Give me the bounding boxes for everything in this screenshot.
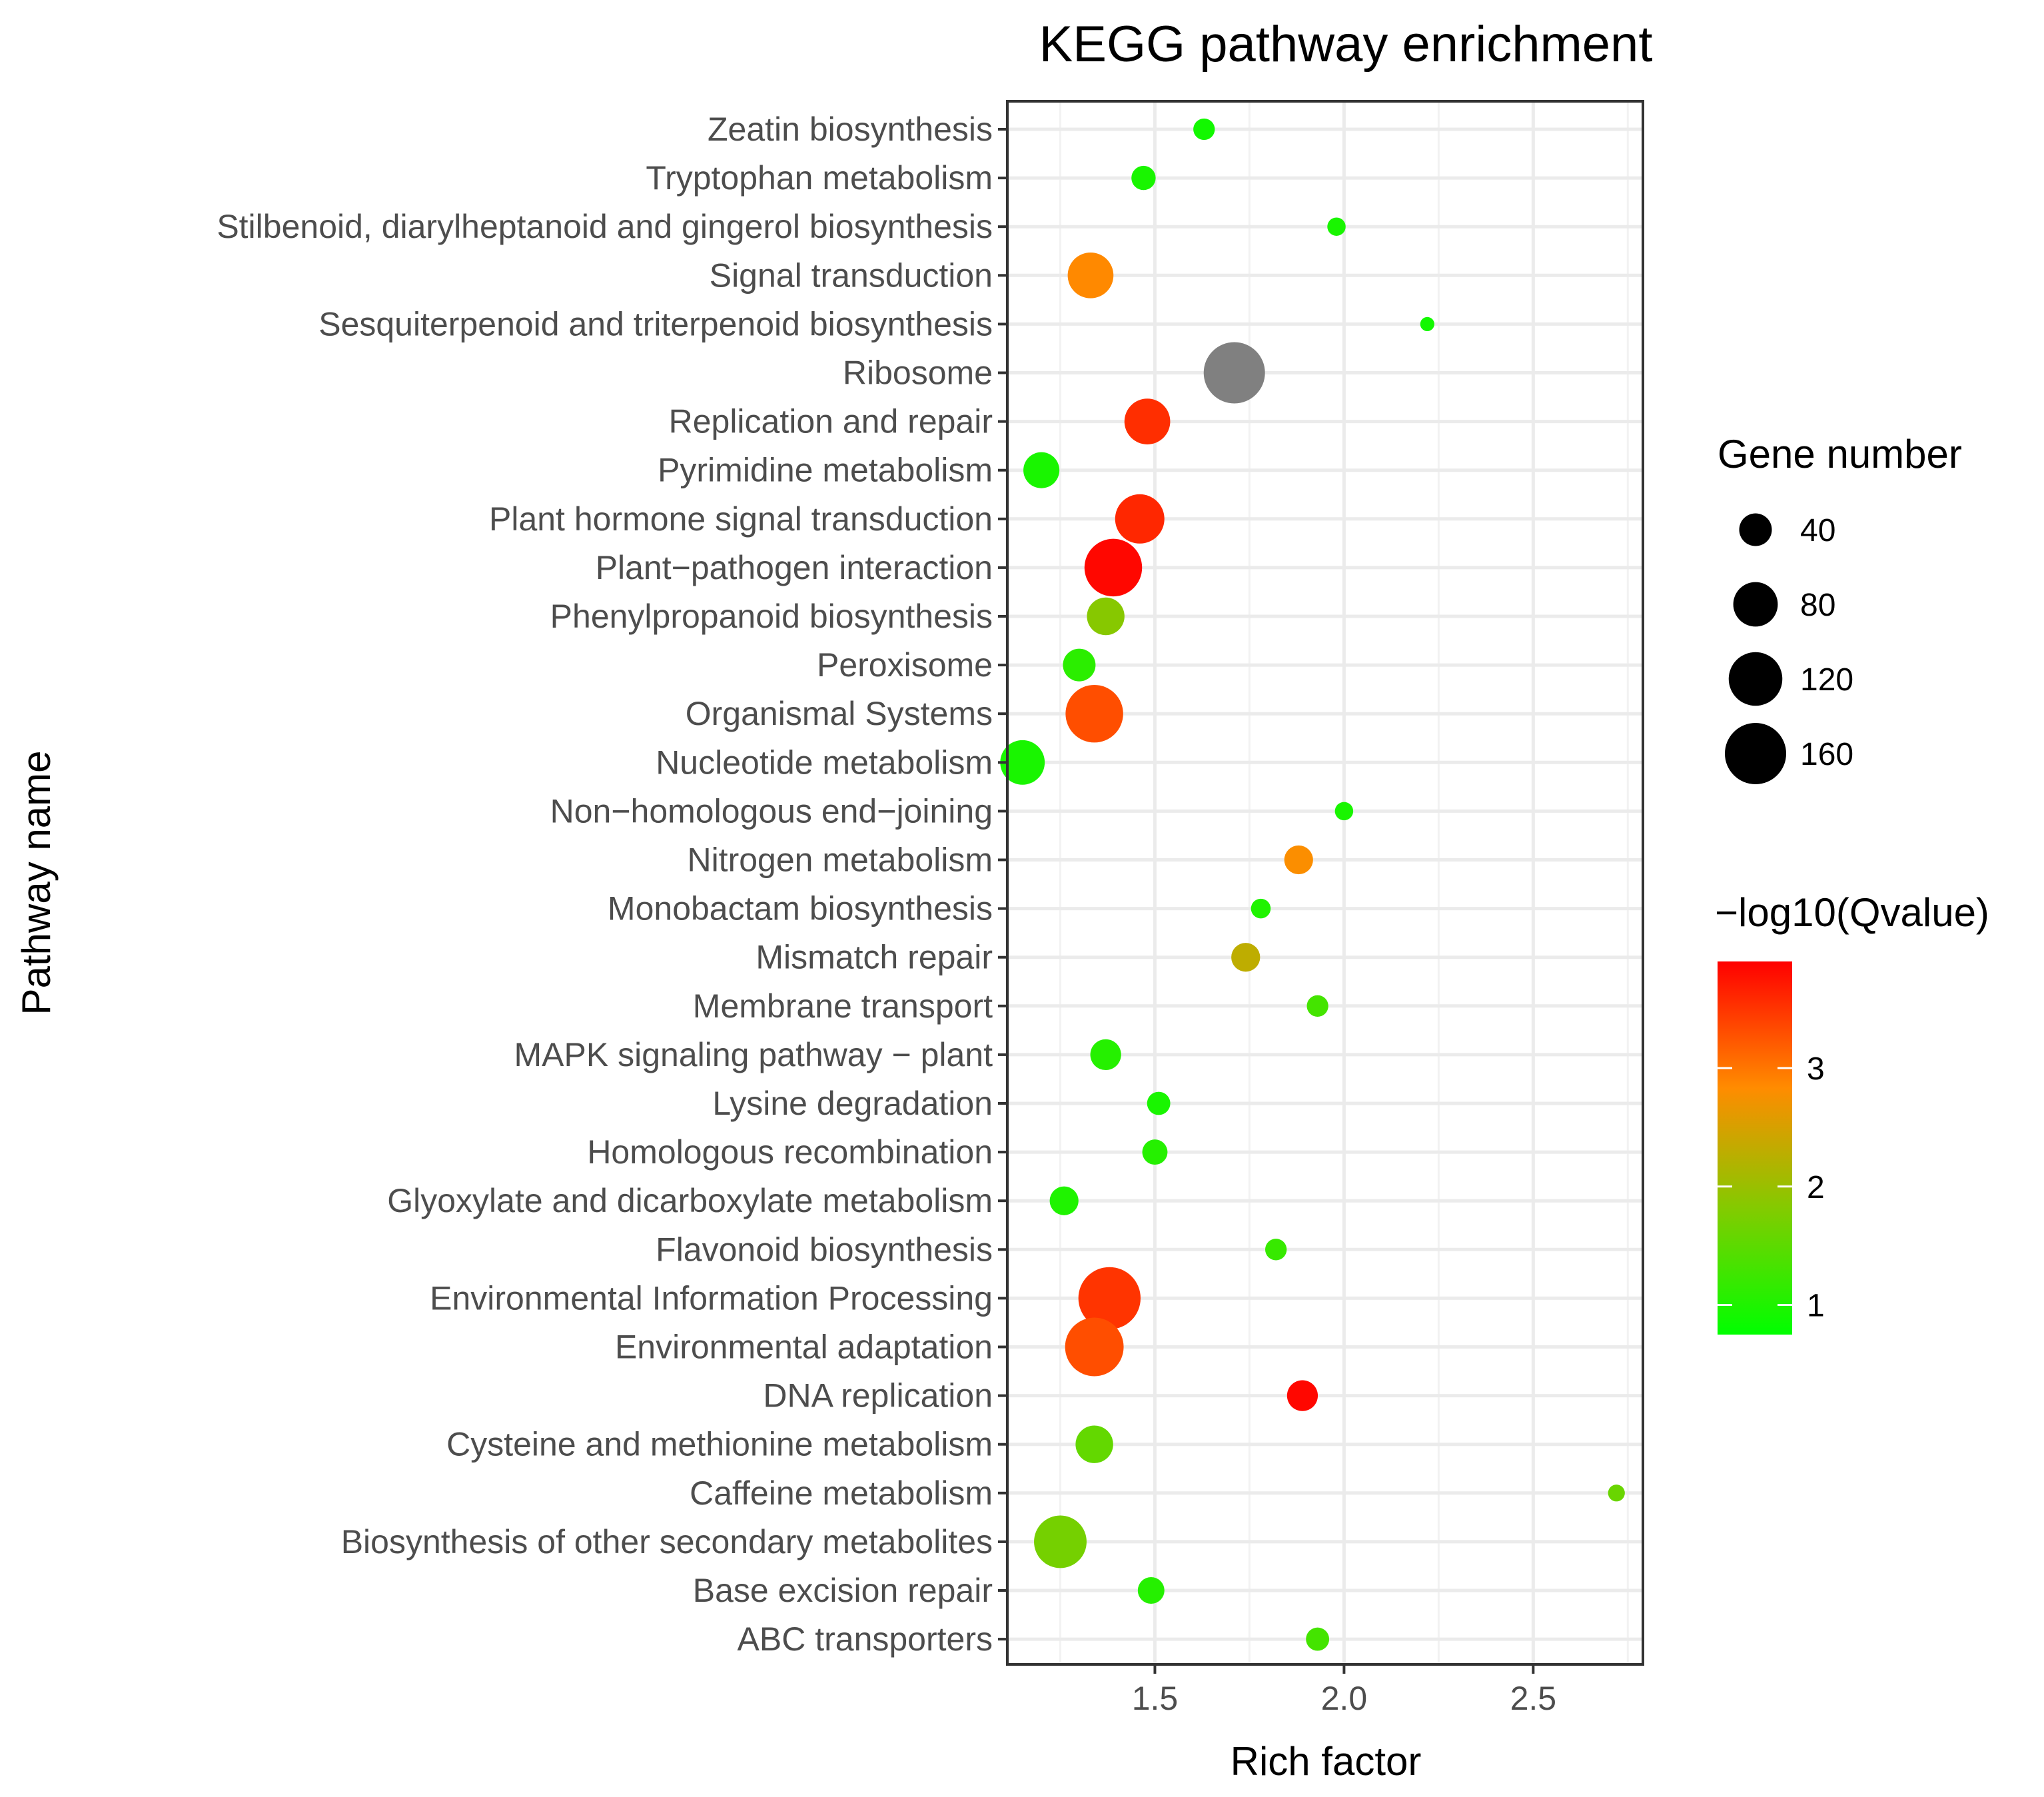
point-zeatin-biosynthesis (1193, 118, 1215, 141)
point-non-homologous-end-joining (1334, 802, 1354, 821)
point-biosynthesis-of-other-secondary-metabolites (1034, 1515, 1087, 1568)
y-tick-label: Membrane transport (693, 987, 993, 1025)
y-axis-title: Pathway name (14, 751, 59, 1015)
y-tick-label: Plant−pathogen interaction (596, 549, 993, 586)
y-tick-label: Homologous recombination (587, 1133, 993, 1171)
point-flavonoid-biosynthesis (1265, 1239, 1287, 1261)
size-legend-dot (1739, 513, 1772, 546)
color-legend-title: −log10(Qvalue) (1715, 890, 1989, 935)
y-tick-label: Caffeine metabolism (690, 1475, 993, 1512)
point-sesquiterpenoid-and-triterpenoid-biosynthesis (1420, 316, 1434, 332)
point-glyoxylate-and-dicarboxylate-metabolism (1049, 1186, 1079, 1215)
y-tick-label: Replication and repair (669, 403, 993, 440)
size-legend-label: 120 (1800, 662, 1853, 698)
point-homologous-recombination (1142, 1139, 1168, 1165)
y-tick-label: Environmental Information Processing (430, 1279, 993, 1317)
point-environmental-adaptation (1065, 1317, 1124, 1377)
x-tick-label: 2.5 (1510, 1680, 1557, 1717)
plot-border (1006, 100, 1644, 1666)
y-tick-label: Signal transduction (710, 257, 993, 294)
point-dna-replication (1286, 1380, 1318, 1411)
y-axis-ticks: Zeatin biosynthesis Tryptophan metabolism… (217, 111, 1007, 1658)
point-ribosome (1203, 342, 1265, 404)
y-tick-label: Biosynthesis of other secondary metaboli… (341, 1523, 993, 1560)
y-tick-label: Cysteine and methionine metabolism (446, 1426, 993, 1463)
point-pyrimidine-metabolism (1023, 452, 1060, 488)
y-tick-label: Plant hormone signal transduction (489, 500, 993, 538)
y-tick-label: Monobactam biosynthesis (608, 890, 993, 927)
point-base-excision-repair (1137, 1577, 1165, 1604)
point-nitrogen-metabolism (1284, 845, 1313, 875)
y-tick-label: MAPK signaling pathway − plant (514, 1036, 993, 1073)
y-tick-label: Peroxisome (817, 646, 993, 684)
plot-panel (1007, 101, 1643, 1664)
y-tick-label: Nitrogen metabolism (687, 842, 993, 879)
y-tick-label: Sesquiterpenoid and triterpenoid biosynt… (318, 305, 993, 342)
point-replication-and-repair (1124, 398, 1171, 444)
y-tick-label: Lysine degradation (712, 1085, 993, 1122)
x-tick-label: 2.0 (1321, 1680, 1368, 1717)
size-legend-items: 40 80 120 160 (1724, 513, 1853, 785)
y-tick-label: Flavonoid biosynthesis (656, 1231, 993, 1268)
size-legend-dot (1724, 722, 1787, 785)
x-axis-ticks: 1.5 2.0 2.5 (1132, 1664, 1556, 1717)
point-stilbenoid-diarylheptanoid-and-gingerol-biosynthesis (1327, 217, 1346, 236)
y-tick-label: Ribosome (843, 354, 993, 392)
size-legend-title: Gene number (1718, 432, 1962, 476)
point-caffeine-metabolism (1608, 1485, 1625, 1502)
point-monobactam-biosynthesis (1251, 898, 1271, 919)
size-legend-label: 40 (1800, 513, 1835, 548)
y-tick-label: Stilbenoid, diarylheptanoid and gingerol… (217, 208, 993, 245)
colorbar-tick-label: 3 (1807, 1051, 1825, 1087)
colorbar-tick-label: 2 (1807, 1170, 1825, 1205)
point-lysine-degradation (1147, 1091, 1171, 1115)
y-tick-label: Zeatin biosynthesis (708, 111, 993, 148)
data-points (1000, 118, 1625, 1651)
size-legend-dot (1733, 582, 1778, 627)
point-phenylpropanoid-biosynthesis (1087, 597, 1125, 636)
point-mapk-signaling-pathway-plant (1090, 1039, 1121, 1071)
y-tick-label: ABC transporters (738, 1620, 993, 1658)
y-tick-label: Mismatch repair (756, 939, 993, 976)
colorbar-tick-label: 1 (1807, 1289, 1825, 1324)
y-tick-label: Nucleotide metabolism (656, 744, 993, 781)
y-tick-label: Tryptophan metabolism (646, 159, 993, 197)
point-cysteine-and-methionine-metabolism (1075, 1425, 1113, 1463)
y-tick-label: Base excision repair (693, 1572, 993, 1609)
size-legend: Gene number 40 80 120 160 (1718, 432, 1962, 785)
chart-title: KEGG pathway enrichment (1039, 16, 1653, 73)
y-tick-label: Glyoxylate and dicarboxylate metabolism (387, 1182, 993, 1219)
point-mismatch-repair (1231, 943, 1261, 972)
point-peroxisome (1063, 648, 1096, 682)
x-axis-title: Rich factor (1231, 1739, 1422, 1784)
point-tryptophan-metabolism (1131, 165, 1156, 191)
size-legend-dot (1728, 652, 1783, 706)
x-tick-label: 1.5 (1132, 1680, 1179, 1717)
point-environmental-information-processing (1078, 1267, 1141, 1330)
size-legend-label: 80 (1800, 588, 1835, 623)
colorbar-ticks: 1 2 3 (1718, 1051, 1825, 1324)
point-signal-transduction (1067, 252, 1114, 299)
color-legend: −log10(Qvalue) 1 2 3 (1715, 890, 1989, 1335)
point-membrane-transport (1306, 995, 1328, 1017)
point-plant-hormone-signal-transduction (1115, 494, 1165, 544)
point-plant-pathogen-interaction (1084, 538, 1143, 597)
y-tick-label: Pyrimidine metabolism (658, 452, 993, 489)
point-nucleotide-metabolism (1000, 740, 1045, 785)
size-legend-label: 160 (1800, 737, 1853, 772)
y-tick-label: Environmental adaptation (615, 1329, 993, 1366)
y-tick-label: Non−homologous end−joining (550, 792, 993, 830)
y-tick-label: Phenylpropanoid biosynthesis (550, 598, 993, 635)
point-organismal-systems (1065, 684, 1123, 743)
grid-lines (1007, 101, 1643, 1664)
y-tick-label: Organismal Systems (686, 695, 993, 732)
point-abc-transporters (1306, 1627, 1330, 1651)
y-tick-label: DNA replication (763, 1377, 993, 1415)
colorbar (1718, 961, 1792, 1335)
